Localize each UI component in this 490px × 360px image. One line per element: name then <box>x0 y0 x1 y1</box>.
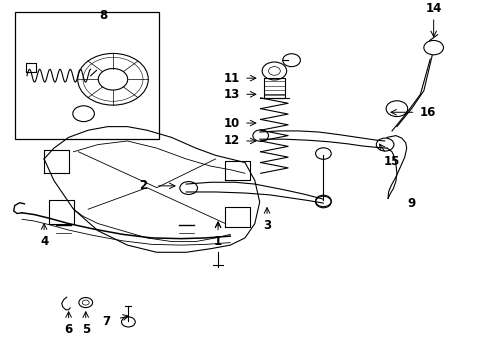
Text: 6: 6 <box>65 323 73 336</box>
Text: 13: 13 <box>223 88 240 101</box>
Text: 2: 2 <box>140 179 147 192</box>
Bar <box>15 12 159 139</box>
Text: 10: 10 <box>223 117 240 130</box>
Text: 3: 3 <box>263 219 271 232</box>
Text: 15: 15 <box>384 155 400 168</box>
Text: 16: 16 <box>419 106 436 119</box>
Text: 11: 11 <box>223 72 240 85</box>
Text: 5: 5 <box>82 323 90 336</box>
Text: 12: 12 <box>223 135 240 148</box>
Text: 14: 14 <box>425 2 442 15</box>
Text: 4: 4 <box>40 235 48 248</box>
Text: 8: 8 <box>99 9 107 22</box>
Text: 1: 1 <box>214 235 222 248</box>
Text: 9: 9 <box>408 197 416 210</box>
Text: 7: 7 <box>102 315 110 328</box>
